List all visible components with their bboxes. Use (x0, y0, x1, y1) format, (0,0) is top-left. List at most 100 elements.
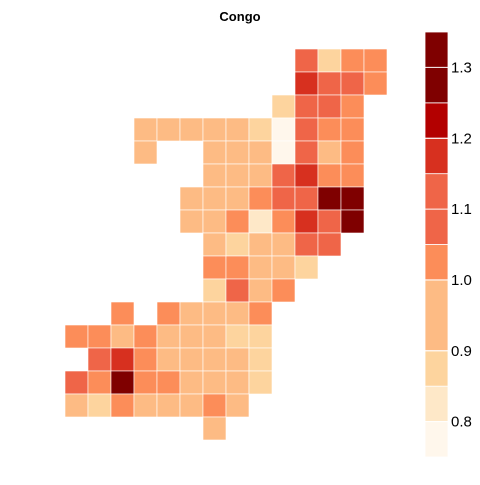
heatmap-cell-13 (156, 117, 181, 142)
heatmap-cell-106 (202, 393, 227, 418)
heatmap-cell-39 (225, 186, 250, 211)
heatmap-cell-87 (179, 347, 204, 372)
heatmap-cell-20 (317, 117, 342, 142)
heatmap-cell-96 (179, 370, 204, 395)
heatmap-cell-32 (248, 163, 273, 188)
legend-color-band-3 (424, 279, 449, 352)
heatmap-cell-88 (202, 347, 227, 372)
legend-tick-label-0: 0.8 (451, 414, 472, 431)
heatmap-cell-104 (156, 393, 181, 418)
heatmap-cell-92 (87, 370, 112, 395)
legend-color-band-7 (424, 102, 449, 139)
heatmap-cell-47 (225, 209, 250, 234)
legend-color-band-4 (424, 244, 449, 281)
heatmap-cell-80 (202, 324, 227, 349)
heatmap-cell-28 (317, 140, 342, 165)
heatmap-cell-100 (64, 393, 89, 418)
heatmap-cell-97 (202, 370, 227, 395)
heatmap-cell-49 (271, 209, 296, 234)
heatmap-cell-79 (179, 324, 204, 349)
heatmap-cell-46 (202, 209, 227, 234)
heatmap-cell-58 (317, 232, 342, 257)
heatmap-cell-93 (110, 370, 135, 395)
heatmap-cell-43 (317, 186, 342, 211)
heatmap-cell-44 (340, 186, 365, 211)
legend-color-band-0 (424, 421, 449, 458)
heatmap-cell-57 (294, 232, 319, 257)
heatmap-cell-70 (179, 301, 204, 326)
heatmap-cell-73 (248, 301, 273, 326)
heatmap-cell-95 (156, 370, 181, 395)
heatmap-cell-36 (340, 163, 365, 188)
heatmap-cell-10 (317, 94, 342, 119)
heatmap-cell-42 (294, 186, 319, 211)
heatmap-cell-18 (271, 117, 296, 142)
heatmap-cell-40 (248, 186, 273, 211)
heatmap-cell-15 (202, 117, 227, 142)
heatmap-cell-65 (225, 278, 250, 303)
heatmap-cell-91 (64, 370, 89, 395)
heatmap-cell-11 (340, 94, 365, 119)
heatmap-cell-78 (156, 324, 181, 349)
legend-color-band-1 (424, 385, 449, 422)
heatmap-cell-8 (271, 94, 296, 119)
heatmap-cell-72 (225, 301, 250, 326)
heatmap-cell-71 (202, 301, 227, 326)
heatmap-cell-61 (248, 255, 273, 280)
heatmap-cell-60 (225, 255, 250, 280)
heatmap-cell-69 (156, 301, 181, 326)
legend-tick-label-3: 1.1 (451, 201, 472, 218)
heatmap-cell-21 (340, 117, 365, 142)
heatmap-cell-85 (133, 347, 158, 372)
heatmap-cells (64, 48, 388, 441)
heatmap-cell-56 (271, 232, 296, 257)
heatmap-cell-94 (133, 370, 158, 395)
heatmap-cell-0 (294, 48, 319, 73)
heatmap-cell-50 (294, 209, 319, 234)
heatmap-cell-98 (225, 370, 250, 395)
heatmap-cell-31 (225, 163, 250, 188)
heatmap-cell-86 (156, 347, 181, 372)
heatmap-cell-48 (248, 209, 273, 234)
heatmap-cell-67 (271, 278, 296, 303)
heatmap-cell-82 (248, 324, 273, 349)
heatmap-cell-3 (363, 48, 388, 73)
heatmap-cell-12 (133, 117, 158, 142)
color-legend: 0.8 0.9 1.0 1.1 1.2 1.3 (424, 31, 472, 458)
heatmap-cell-54 (225, 232, 250, 257)
heatmap-cell-33 (271, 163, 296, 188)
legend-tick-label-1: 0.9 (451, 343, 472, 360)
legend-tick-label-2: 1.0 (451, 272, 472, 289)
heatmap-cell-103 (133, 393, 158, 418)
heatmap-cell-89 (225, 347, 250, 372)
heatmap-cell-102 (110, 393, 135, 418)
heatmap-cell-62 (271, 255, 296, 280)
heatmap-cell-52 (340, 209, 365, 234)
heatmap-cell-25 (248, 140, 273, 165)
heatmap-cell-26 (271, 140, 296, 165)
heatmap-cell-30 (202, 163, 227, 188)
heatmap-cell-35 (317, 163, 342, 188)
heatmap-cell-24 (225, 140, 250, 165)
heatmap-cell-29 (340, 140, 365, 165)
heatmap-cell-22 (133, 140, 158, 165)
heatmap-cell-2 (340, 48, 365, 73)
heatmap-cell-6 (340, 71, 365, 96)
heatmap-cell-41 (271, 186, 296, 211)
heatmap-cell-64 (202, 278, 227, 303)
heatmap-cell-37 (179, 186, 204, 211)
heatmap-cell-68 (110, 301, 135, 326)
heatmap-cell-19 (294, 117, 319, 142)
heatmap-cell-83 (87, 347, 112, 372)
heatmap-cell-16 (225, 117, 250, 142)
heatmap-cell-76 (110, 324, 135, 349)
heatmap-cell-99 (248, 370, 273, 395)
legend-color-band-6 (424, 137, 449, 175)
heatmap-cell-7 (363, 71, 388, 96)
heatmap-cell-66 (248, 278, 273, 303)
heatmap-cell-23 (202, 140, 227, 165)
heatmap-cell-81 (225, 324, 250, 349)
heatmap-cell-75 (87, 324, 112, 349)
